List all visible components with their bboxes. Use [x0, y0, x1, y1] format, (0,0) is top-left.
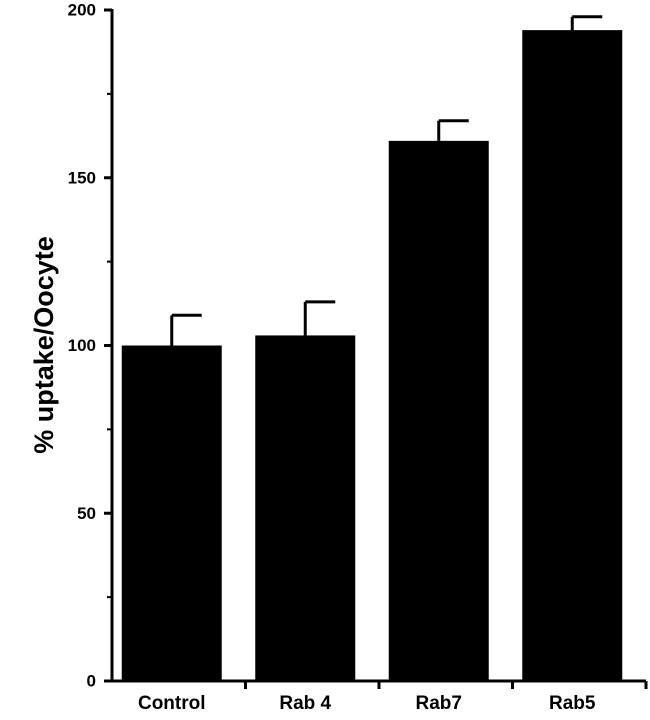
y-ticks: 0 50 100 150 200	[68, 1, 112, 691]
y-tick-label: 150	[68, 168, 96, 187]
error-bars	[170, 15, 603, 346]
y-tick-label: 0	[87, 672, 96, 691]
bar-rab5	[522, 30, 623, 681]
x-category-label: Rab5	[549, 693, 596, 714]
x-category-label: Rab 4	[279, 693, 331, 714]
bars	[121, 30, 623, 682]
bar-rab7	[388, 140, 489, 682]
x-category-label: Control	[138, 693, 206, 714]
error-bar	[437, 119, 469, 141]
y-tick-label: 100	[68, 336, 96, 355]
x-category-label: Rab7	[416, 693, 462, 714]
error-bar	[570, 15, 603, 31]
bar-control	[121, 345, 222, 681]
error-bar	[303, 300, 336, 336]
category-labels: Control Rab 4 Rab7 Rab5	[138, 693, 596, 714]
y-tick-label: 50	[77, 504, 96, 523]
bar-rab-4	[255, 335, 356, 681]
x-ticks	[244, 681, 648, 689]
y-tick-label: 200	[68, 1, 96, 20]
error-bar	[170, 313, 202, 346]
y-axis-title: % uptake/Oocyte	[29, 236, 59, 454]
